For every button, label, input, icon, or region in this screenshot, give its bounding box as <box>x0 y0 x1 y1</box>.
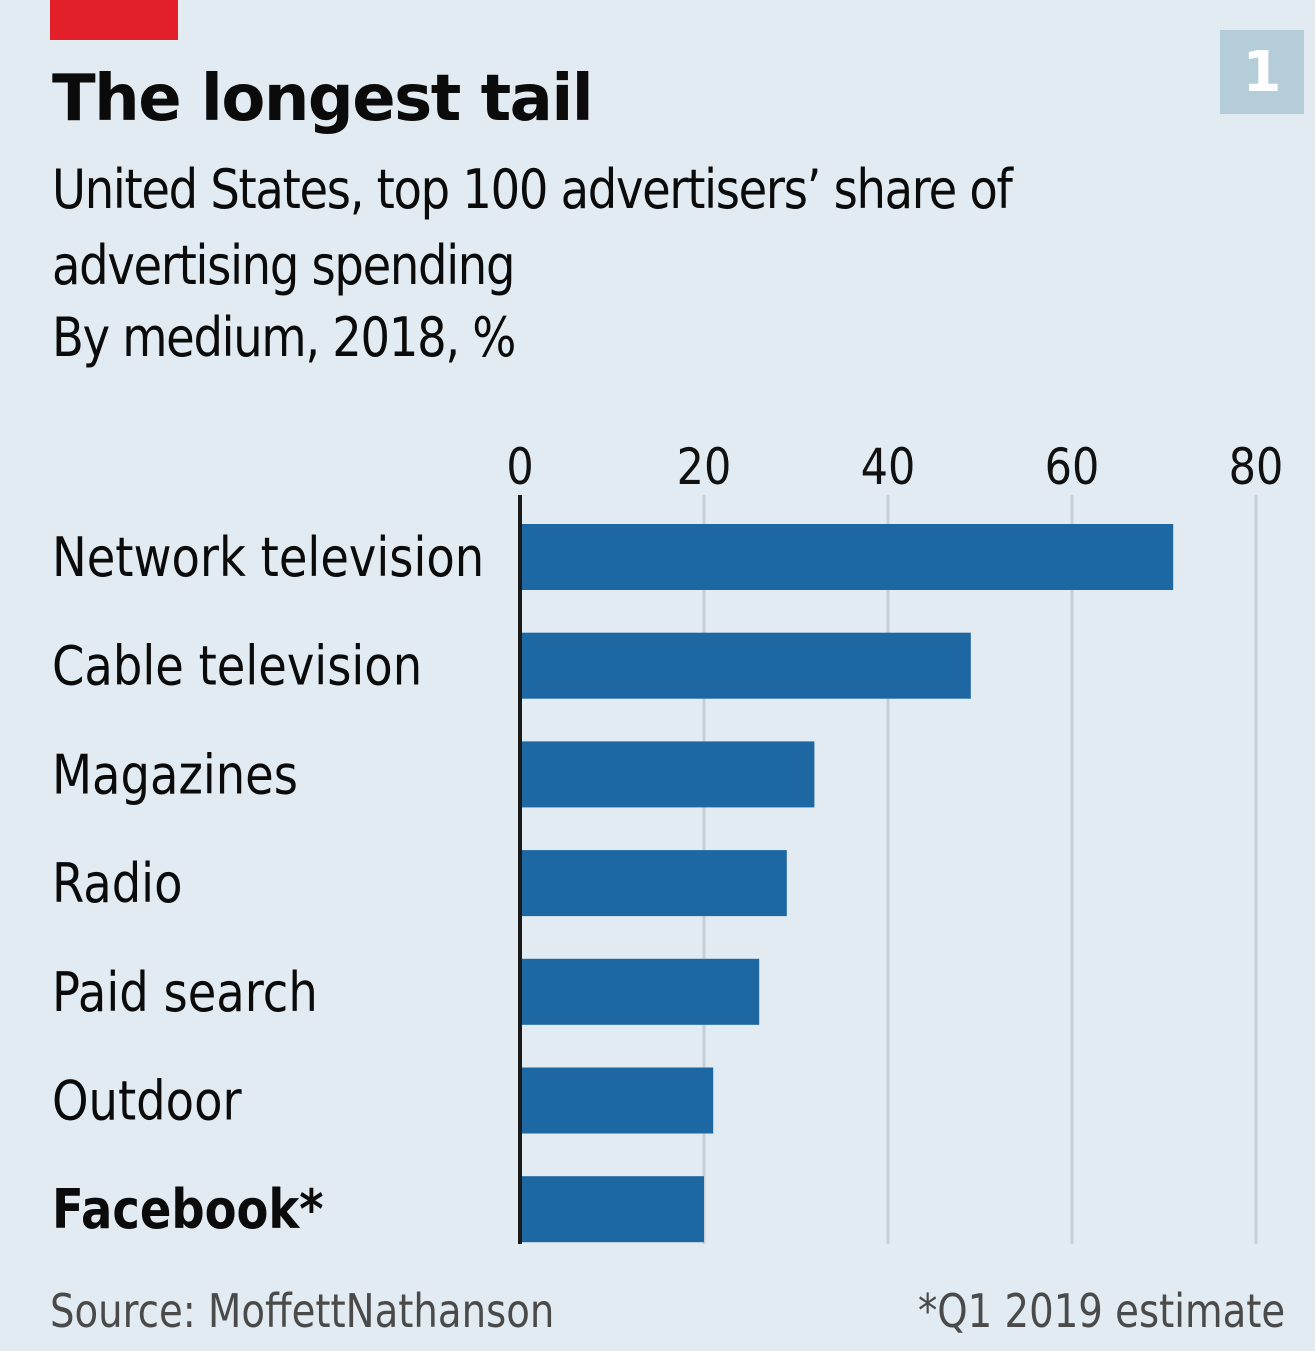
category-label: Outdoor <box>52 1069 242 1132</box>
category-labels: Network television Cable television Magazi… <box>52 526 484 1241</box>
category-label: Facebook* <box>52 1178 324 1241</box>
category-label: Magazines <box>52 743 298 806</box>
bar-paid-search <box>520 958 760 1025</box>
bar-outdoor <box>520 1067 714 1134</box>
chart-units: By medium, 2018, % <box>52 306 516 369</box>
bar-cable-television <box>520 632 971 699</box>
category-label: Cable television <box>52 634 422 697</box>
chart-subtitle: United States, top 100 advertisers’ shar… <box>52 158 1013 297</box>
footnote: *Q1 2019 estimate <box>917 1284 1285 1338</box>
category-label: Network television <box>52 526 484 589</box>
bar-radio <box>520 850 787 917</box>
accent-tag <box>50 0 178 40</box>
bar-network-television <box>520 524 1174 590</box>
chart-title: The longest tail <box>52 62 594 136</box>
bar-magazines <box>520 741 815 808</box>
x-tick-label: 60 <box>1045 438 1100 496</box>
x-tick-label: 20 <box>677 438 732 496</box>
chart-number-badge: 1 <box>1220 30 1304 114</box>
category-label: Paid search <box>52 960 318 1023</box>
source-note: Source: MoffettNathanson <box>50 1284 555 1338</box>
bars <box>520 524 1174 1243</box>
bar-facebook <box>520 1176 704 1243</box>
x-tick-label: 40 <box>861 438 916 496</box>
x-tick-label: 0 <box>506 438 533 496</box>
category-label: Radio <box>52 852 182 915</box>
x-tick-label: 80 <box>1229 438 1284 496</box>
x-axis-ticks: 0 20 40 60 80 <box>506 438 1283 496</box>
